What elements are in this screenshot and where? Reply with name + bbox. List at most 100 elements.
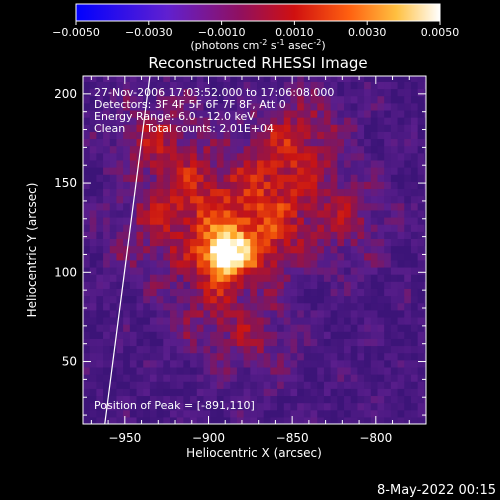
heatmap-cell — [290, 374, 298, 382]
heatmap-cell — [129, 167, 138, 175]
heatmap-cell — [303, 202, 312, 211]
heatmap-cell — [83, 338, 91, 347]
heatmap-cell — [337, 388, 345, 397]
heatmap-cell — [89, 188, 97, 197]
heatmap-cell — [297, 124, 305, 132]
heatmap-cell — [190, 245, 198, 254]
heatmap-cell — [290, 145, 298, 154]
heatmap-cell — [129, 102, 138, 111]
heatmap-cell — [183, 324, 191, 332]
heatmap-cell — [323, 145, 332, 154]
heatmap-cell — [290, 266, 298, 275]
heatmap-cell — [203, 216, 211, 225]
heatmap-cell — [143, 324, 151, 332]
heatmap-cell — [310, 231, 318, 239]
heatmap-cell — [123, 195, 131, 204]
heatmap-cell — [330, 359, 338, 368]
heatmap-cell — [170, 138, 178, 147]
heatmap-cell — [123, 381, 131, 389]
heatmap-cell — [364, 381, 372, 389]
heatmap-cell — [397, 88, 405, 97]
heatmap-cell — [330, 352, 338, 361]
heatmap-cell — [277, 352, 285, 361]
heatmap-cell — [290, 174, 298, 182]
heatmap-cell — [277, 102, 285, 111]
heatmap-cell — [96, 416, 104, 424]
heatmap-cell — [377, 409, 385, 418]
heatmap-cell — [136, 388, 144, 397]
heatmap-cell — [196, 224, 205, 232]
heatmap-cell — [103, 416, 111, 424]
heatmap-cell — [263, 88, 271, 97]
heatmap-cell — [344, 302, 352, 311]
heatmap-cell — [156, 295, 164, 304]
heatmap-cell — [257, 174, 265, 182]
heatmap-cell — [277, 188, 285, 197]
heatmap-cell — [390, 188, 399, 197]
heatmap-cell — [123, 152, 131, 161]
heatmap-cell — [370, 152, 379, 161]
heatmap-cell — [123, 167, 131, 175]
heatmap-cell — [143, 117, 151, 125]
heatmap-cell — [163, 81, 171, 90]
heatmap-cell — [377, 302, 385, 311]
heatmap-cell — [149, 288, 158, 297]
heatmap-cell — [183, 416, 191, 424]
heatmap-cell — [330, 224, 338, 232]
heatmap-cell — [310, 338, 318, 347]
heatmap-cell — [424, 295, 426, 304]
heatmap-cell — [323, 167, 332, 175]
colorbar-tick-label: −0.0030 — [125, 26, 173, 39]
heatmap-cell — [337, 245, 345, 254]
heatmap-cell — [277, 374, 285, 382]
heatmap-cell — [344, 124, 352, 132]
heatmap-cell — [277, 245, 285, 254]
heatmap-cell — [223, 224, 231, 232]
heatmap-cell — [350, 395, 358, 404]
heatmap-cell — [384, 174, 392, 182]
heatmap-cell — [216, 167, 225, 175]
heatmap-cell — [89, 388, 97, 397]
heatmap-cell — [216, 281, 225, 289]
heatmap-cell — [317, 395, 325, 404]
heatmap-cell — [109, 316, 118, 325]
heatmap-cell — [257, 188, 265, 197]
heatmap-cell — [170, 102, 178, 111]
heatmap-cell — [203, 259, 211, 268]
heatmap-cell — [230, 416, 238, 424]
heatmap-cell — [390, 352, 399, 361]
heatmap-cell — [270, 266, 278, 275]
heatmap-cell — [297, 331, 305, 339]
heatmap-cell — [330, 131, 338, 140]
heatmap-cell — [123, 124, 131, 132]
heatmap-cell — [129, 281, 138, 289]
heatmap-cell — [263, 174, 271, 182]
heatmap-cell — [384, 231, 392, 239]
heatmap-cell — [183, 238, 191, 247]
heatmap-cell — [290, 231, 298, 239]
heatmap-cell — [176, 309, 184, 318]
heatmap-cell — [303, 338, 312, 347]
heatmap-cell — [364, 302, 372, 311]
heatmap-cell — [364, 402, 372, 411]
heatmap-cell — [176, 88, 184, 97]
heatmap-cell — [129, 138, 138, 147]
heatmap-cell — [203, 409, 211, 418]
heatmap-cell — [337, 381, 345, 389]
heatmap-cell — [250, 202, 258, 211]
heatmap-cell — [364, 274, 372, 282]
heatmap-cell — [370, 109, 379, 118]
heatmap-cell — [424, 216, 426, 225]
heatmap-cell — [176, 302, 184, 311]
heatmap-cell — [156, 409, 164, 418]
heatmap-cell — [290, 352, 298, 361]
heatmap-cell — [410, 266, 419, 275]
heatmap-cell — [250, 95, 258, 104]
heatmap-cell — [350, 345, 358, 354]
heatmap-cell — [183, 366, 191, 375]
heatmap-cell — [243, 252, 251, 261]
heatmap-cell — [330, 374, 338, 382]
heatmap-cell — [370, 209, 379, 218]
heatmap-cell — [170, 266, 178, 275]
heatmap-cell — [364, 188, 372, 197]
